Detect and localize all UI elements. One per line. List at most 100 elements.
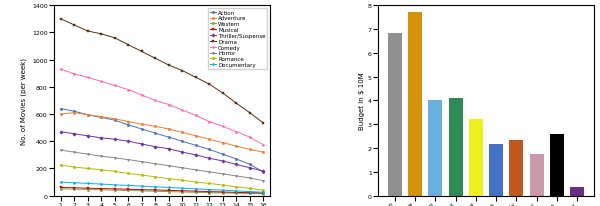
Romance [260, 189, 267, 192]
Action [192, 144, 199, 147]
Musical [71, 187, 78, 189]
Thriller/Suspense [260, 170, 267, 173]
Horror [165, 165, 172, 167]
Action [165, 136, 172, 139]
Romance [57, 164, 64, 166]
Musical [179, 190, 186, 192]
Thriller/Suspense [165, 148, 172, 150]
Thriller/Suspense [84, 135, 91, 137]
Documentary [233, 190, 240, 192]
Comedy [138, 94, 145, 97]
Musical [57, 186, 64, 189]
Musical [152, 189, 159, 191]
Adventure [206, 138, 213, 141]
Western [111, 189, 118, 192]
Comedy [219, 125, 226, 128]
Thriller/Suspense [152, 146, 159, 148]
Bar [469, 120, 483, 196]
Romance [138, 174, 145, 176]
Romance [111, 170, 118, 173]
Romance [192, 181, 199, 183]
Bar [388, 33, 402, 196]
Documentary [260, 191, 267, 194]
Documentary [192, 188, 199, 190]
Thriller/Suspense [57, 131, 64, 133]
Horror [179, 167, 186, 169]
Thriller/Suspense [71, 133, 78, 135]
Horror [206, 171, 213, 173]
Action [84, 114, 91, 116]
Horror [152, 163, 159, 165]
Documentary [125, 184, 132, 187]
Romance [98, 169, 105, 171]
Drama [138, 51, 145, 53]
Action [179, 140, 186, 143]
Western [192, 191, 199, 194]
Documentary [179, 187, 186, 190]
Action [206, 149, 213, 151]
Musical [84, 187, 91, 190]
Legend: Action, Adventure, Western, Musical, Thriller/Suspense, Drama, Comedy, Horror, R: Action, Adventure, Western, Musical, Thr… [208, 9, 267, 69]
Drama [192, 77, 199, 79]
Comedy [206, 121, 213, 123]
Comedy [233, 131, 240, 133]
Horror [138, 161, 145, 163]
Drama [206, 83, 213, 86]
Comedy [111, 85, 118, 87]
Line: Romance: Romance [59, 164, 265, 192]
Musical [111, 188, 118, 190]
Horror [71, 151, 78, 154]
Adventure [179, 131, 186, 134]
Romance [125, 172, 132, 175]
Action [152, 132, 159, 135]
Drama [233, 102, 240, 105]
Action [138, 128, 145, 131]
Action [98, 117, 105, 119]
Musical [165, 189, 172, 192]
Action [125, 124, 132, 126]
Drama [219, 92, 226, 95]
Romance [71, 166, 78, 169]
Western [84, 188, 91, 191]
Horror [219, 173, 226, 175]
Line: Documentary: Documentary [59, 181, 265, 194]
Action [260, 171, 267, 173]
Comedy [179, 109, 186, 112]
Drama [98, 33, 105, 36]
Comedy [125, 89, 132, 91]
Bar [570, 187, 584, 196]
Y-axis label: No. of Movies (per week): No. of Movies (per week) [20, 58, 26, 144]
Action [246, 163, 253, 166]
Comedy [192, 115, 199, 117]
Musical [206, 190, 213, 193]
Line: Thriller/Suspense: Thriller/Suspense [59, 131, 265, 173]
Musical [219, 191, 226, 193]
Adventure [246, 149, 253, 151]
Western [165, 190, 172, 193]
Documentary [98, 183, 105, 185]
Adventure [84, 114, 91, 116]
Western [206, 192, 213, 194]
Line: Comedy: Comedy [59, 69, 265, 146]
Thriller/Suspense [219, 160, 226, 162]
Thriller/Suspense [192, 154, 199, 156]
Comedy [98, 81, 105, 83]
Comedy [260, 144, 267, 146]
Bar [428, 101, 442, 196]
Drama [152, 58, 159, 60]
Adventure [111, 118, 118, 121]
Adventure [192, 135, 199, 137]
Drama [111, 37, 118, 40]
Documentary [84, 182, 91, 185]
Musical [125, 188, 132, 191]
Adventure [98, 116, 105, 118]
Drama [71, 25, 78, 27]
Romance [206, 182, 213, 185]
Romance [84, 167, 91, 170]
Horror [125, 159, 132, 161]
Horror [98, 155, 105, 158]
Documentary [165, 186, 172, 189]
Action [219, 153, 226, 156]
Action [233, 158, 240, 160]
Romance [165, 178, 172, 180]
